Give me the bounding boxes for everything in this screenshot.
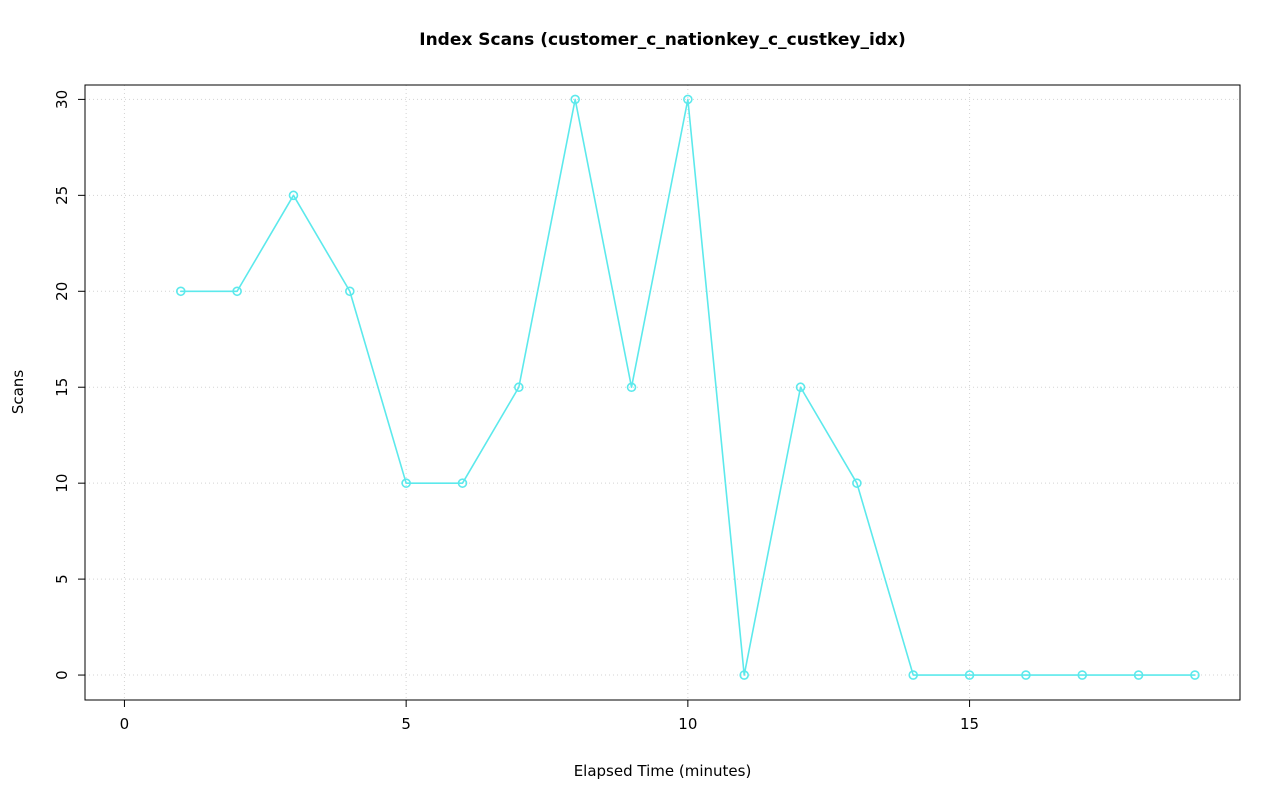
- y-tick-label: 30: [53, 90, 71, 109]
- data-point: [401, 478, 411, 488]
- data-point: [1077, 670, 1088, 680]
- data-point: [852, 478, 862, 488]
- data-point: [964, 670, 975, 680]
- plot-box: [84, 84, 1241, 701]
- x-tick-label: 10: [678, 715, 697, 733]
- chart-title: Index Scans (customer_c_nationkey_c_cust…: [419, 30, 906, 50]
- data-point: [345, 286, 355, 297]
- y-tick-label: 5: [53, 574, 71, 584]
- data-point: [795, 382, 806, 393]
- x-tick-label: 5: [401, 715, 411, 733]
- data-point: [1190, 670, 1200, 680]
- data-point: [514, 382, 524, 393]
- x-tick-label: 0: [120, 715, 130, 733]
- data-point: [175, 286, 186, 297]
- data-point: [570, 94, 580, 105]
- x-tick-label: 15: [960, 715, 979, 733]
- data-point: [908, 670, 919, 680]
- data-point: [739, 670, 749, 680]
- data-point: [232, 286, 242, 297]
- data-point: [457, 478, 468, 488]
- x-axis-label: Elapsed Time (minutes): [573, 762, 752, 780]
- y-tick-label: 15: [53, 378, 71, 397]
- data-point: [1133, 670, 1144, 680]
- data-point: [1021, 670, 1031, 680]
- data-point: [683, 94, 693, 105]
- data-point: [626, 382, 637, 393]
- y-tick-label: 0: [53, 670, 71, 680]
- y-tick-label: 20: [53, 282, 71, 301]
- y-tick-label: 25: [53, 186, 71, 205]
- series-line: [179, 98, 1196, 676]
- data-point: [288, 190, 299, 201]
- y-tick-label: 10: [53, 474, 71, 493]
